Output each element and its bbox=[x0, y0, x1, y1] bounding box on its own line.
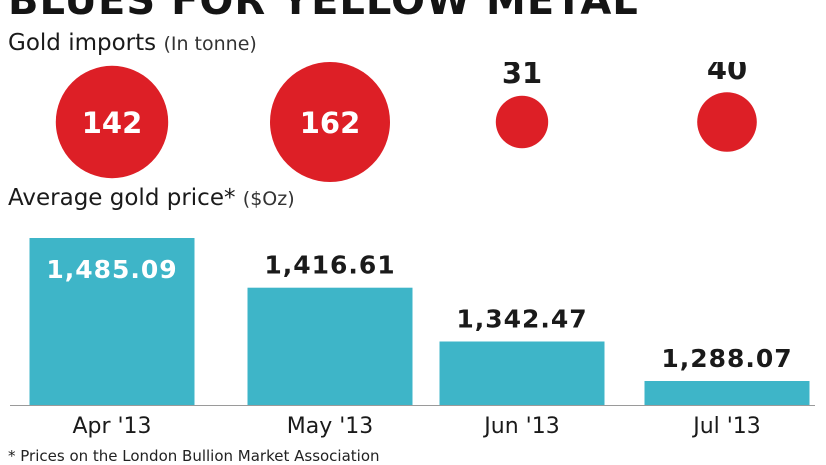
price-bar-1 bbox=[247, 287, 413, 405]
import-bubble-1 bbox=[270, 62, 390, 182]
gold-imports-title-text: Gold imports bbox=[8, 30, 157, 56]
gold-imports-unit: (In tonne) bbox=[163, 33, 257, 55]
gold-imports-title: Gold imports (In tonne) bbox=[8, 30, 257, 56]
gold-price-title: Average gold price* ($Oz) bbox=[8, 185, 295, 211]
footnote: * Prices on the London Bullion Market As… bbox=[8, 447, 380, 465]
import-bubble-3 bbox=[697, 92, 757, 152]
import-value-label-1: 162 bbox=[300, 106, 361, 140]
month-label-2: Jun '13 bbox=[482, 414, 559, 439]
month-label-3: Jul '13 bbox=[691, 414, 761, 439]
import-value-label-0: 142 bbox=[82, 106, 143, 140]
gold-price-unit: ($Oz) bbox=[242, 188, 295, 210]
price-value-label-1: 1,416.61 bbox=[264, 251, 395, 280]
headline: BLUES FOR YELLOW METAL bbox=[8, 0, 639, 24]
price-bar-3 bbox=[644, 381, 810, 405]
price-value-label-2: 1,342.47 bbox=[456, 305, 587, 334]
price-value-label-0: 1,485.09 bbox=[46, 255, 177, 284]
price-bar-2 bbox=[439, 341, 605, 405]
price-bar-0 bbox=[29, 238, 195, 405]
gold-price-title-text: Average gold price* bbox=[8, 185, 236, 211]
import-bubble-0 bbox=[55, 65, 169, 179]
month-label-0: Apr '13 bbox=[72, 414, 151, 439]
month-label-1: May '13 bbox=[287, 414, 374, 439]
import-value-label-3: 40 bbox=[707, 62, 747, 86]
price-value-label-3: 1,288.07 bbox=[661, 344, 792, 373]
gold-price-bar-chart: 1,485.09 Apr '13 1,416.61 May '13 1,342.47 Ju… bbox=[10, 238, 815, 439]
import-value-label-2: 31 bbox=[502, 62, 542, 90]
gold-imports-bubble-chart: 142 162 31 40 bbox=[55, 62, 757, 182]
import-bubble-2 bbox=[495, 95, 549, 149]
